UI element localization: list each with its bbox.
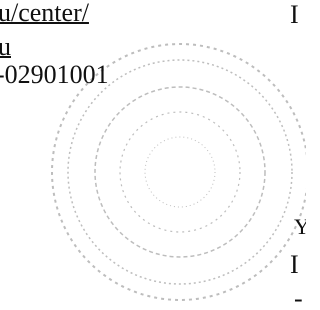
text-line: u	[0, 34, 11, 60]
stamp	[0, 0, 306, 310]
stamp-ring	[68, 60, 292, 284]
text-line: u/center/	[0, 0, 89, 26]
margin-mark: I	[290, 2, 299, 28]
document-page: u/center/ u -02901001 I Y I -	[0, 0, 306, 310]
margin-mark: I	[290, 252, 299, 278]
stamp-ring	[145, 137, 215, 207]
stamp-ring	[120, 112, 240, 232]
text-line: -02901001	[0, 62, 109, 88]
margin-mark: -	[294, 286, 303, 310]
margin-mark: Y	[294, 216, 306, 238]
